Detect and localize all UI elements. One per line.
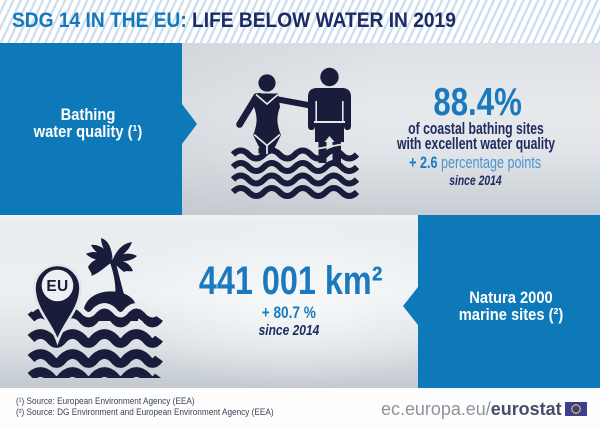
svg-text:EU: EU [46,278,68,295]
